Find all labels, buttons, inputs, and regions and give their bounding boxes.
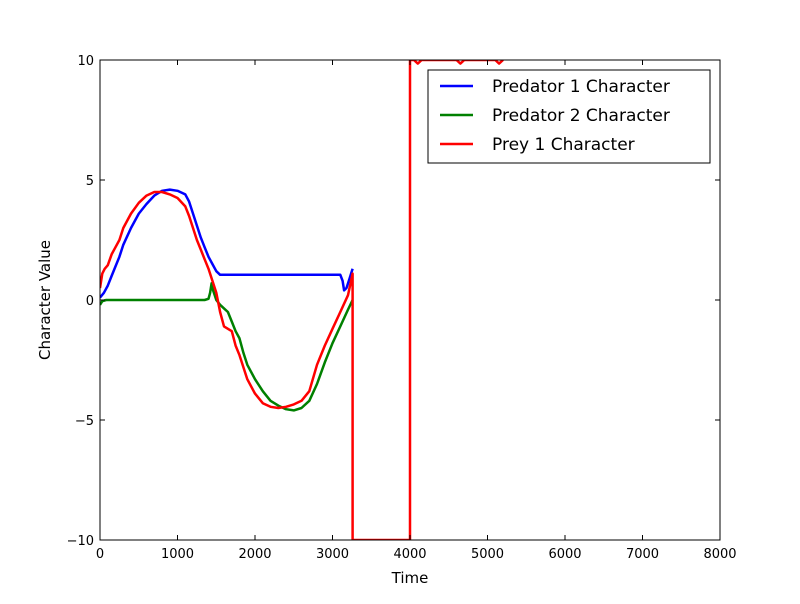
legend-box: [427, 69, 711, 164]
series-line-1: [100, 188, 354, 299]
x-tick-label: 3000: [316, 547, 349, 562]
tick-layer: 0 1000 2000 3000 4000 5000 6000 7000 8000 10 5 0 −5 −…: [67, 54, 737, 562]
legend-label-1: Predator 1 Character: [492, 77, 670, 97]
y-tick-label: −5: [75, 414, 94, 429]
y-tick-label: 5: [86, 174, 94, 189]
x-tick-label: 4000: [393, 547, 426, 562]
legend-label-2: Predator 2 Character: [492, 106, 670, 126]
x-tick-label: 5000: [471, 547, 504, 562]
series-layer: [100, 60, 504, 540]
legend-label-3: Prey 1 Character: [492, 135, 635, 155]
y-axis-label: Character Value: [36, 240, 54, 360]
x-axis-label: Time: [391, 569, 429, 587]
series-line-2: [100, 281, 354, 412]
y-tick-label: 10: [77, 54, 94, 69]
x-tick-label: 7000: [626, 547, 659, 562]
x-tick-label: 0: [96, 547, 104, 562]
x-tick-label: 8000: [703, 547, 736, 562]
series-line-3: [100, 60, 504, 540]
legend: Predator 1 Character Predator 2 Character…: [427, 69, 711, 164]
y-tick-label: 0: [86, 294, 94, 309]
y-tick-label: −10: [67, 534, 94, 549]
x-tick-label: 1000: [161, 547, 194, 562]
x-tick-label: 2000: [238, 547, 271, 562]
x-tick-label: 6000: [548, 547, 581, 562]
